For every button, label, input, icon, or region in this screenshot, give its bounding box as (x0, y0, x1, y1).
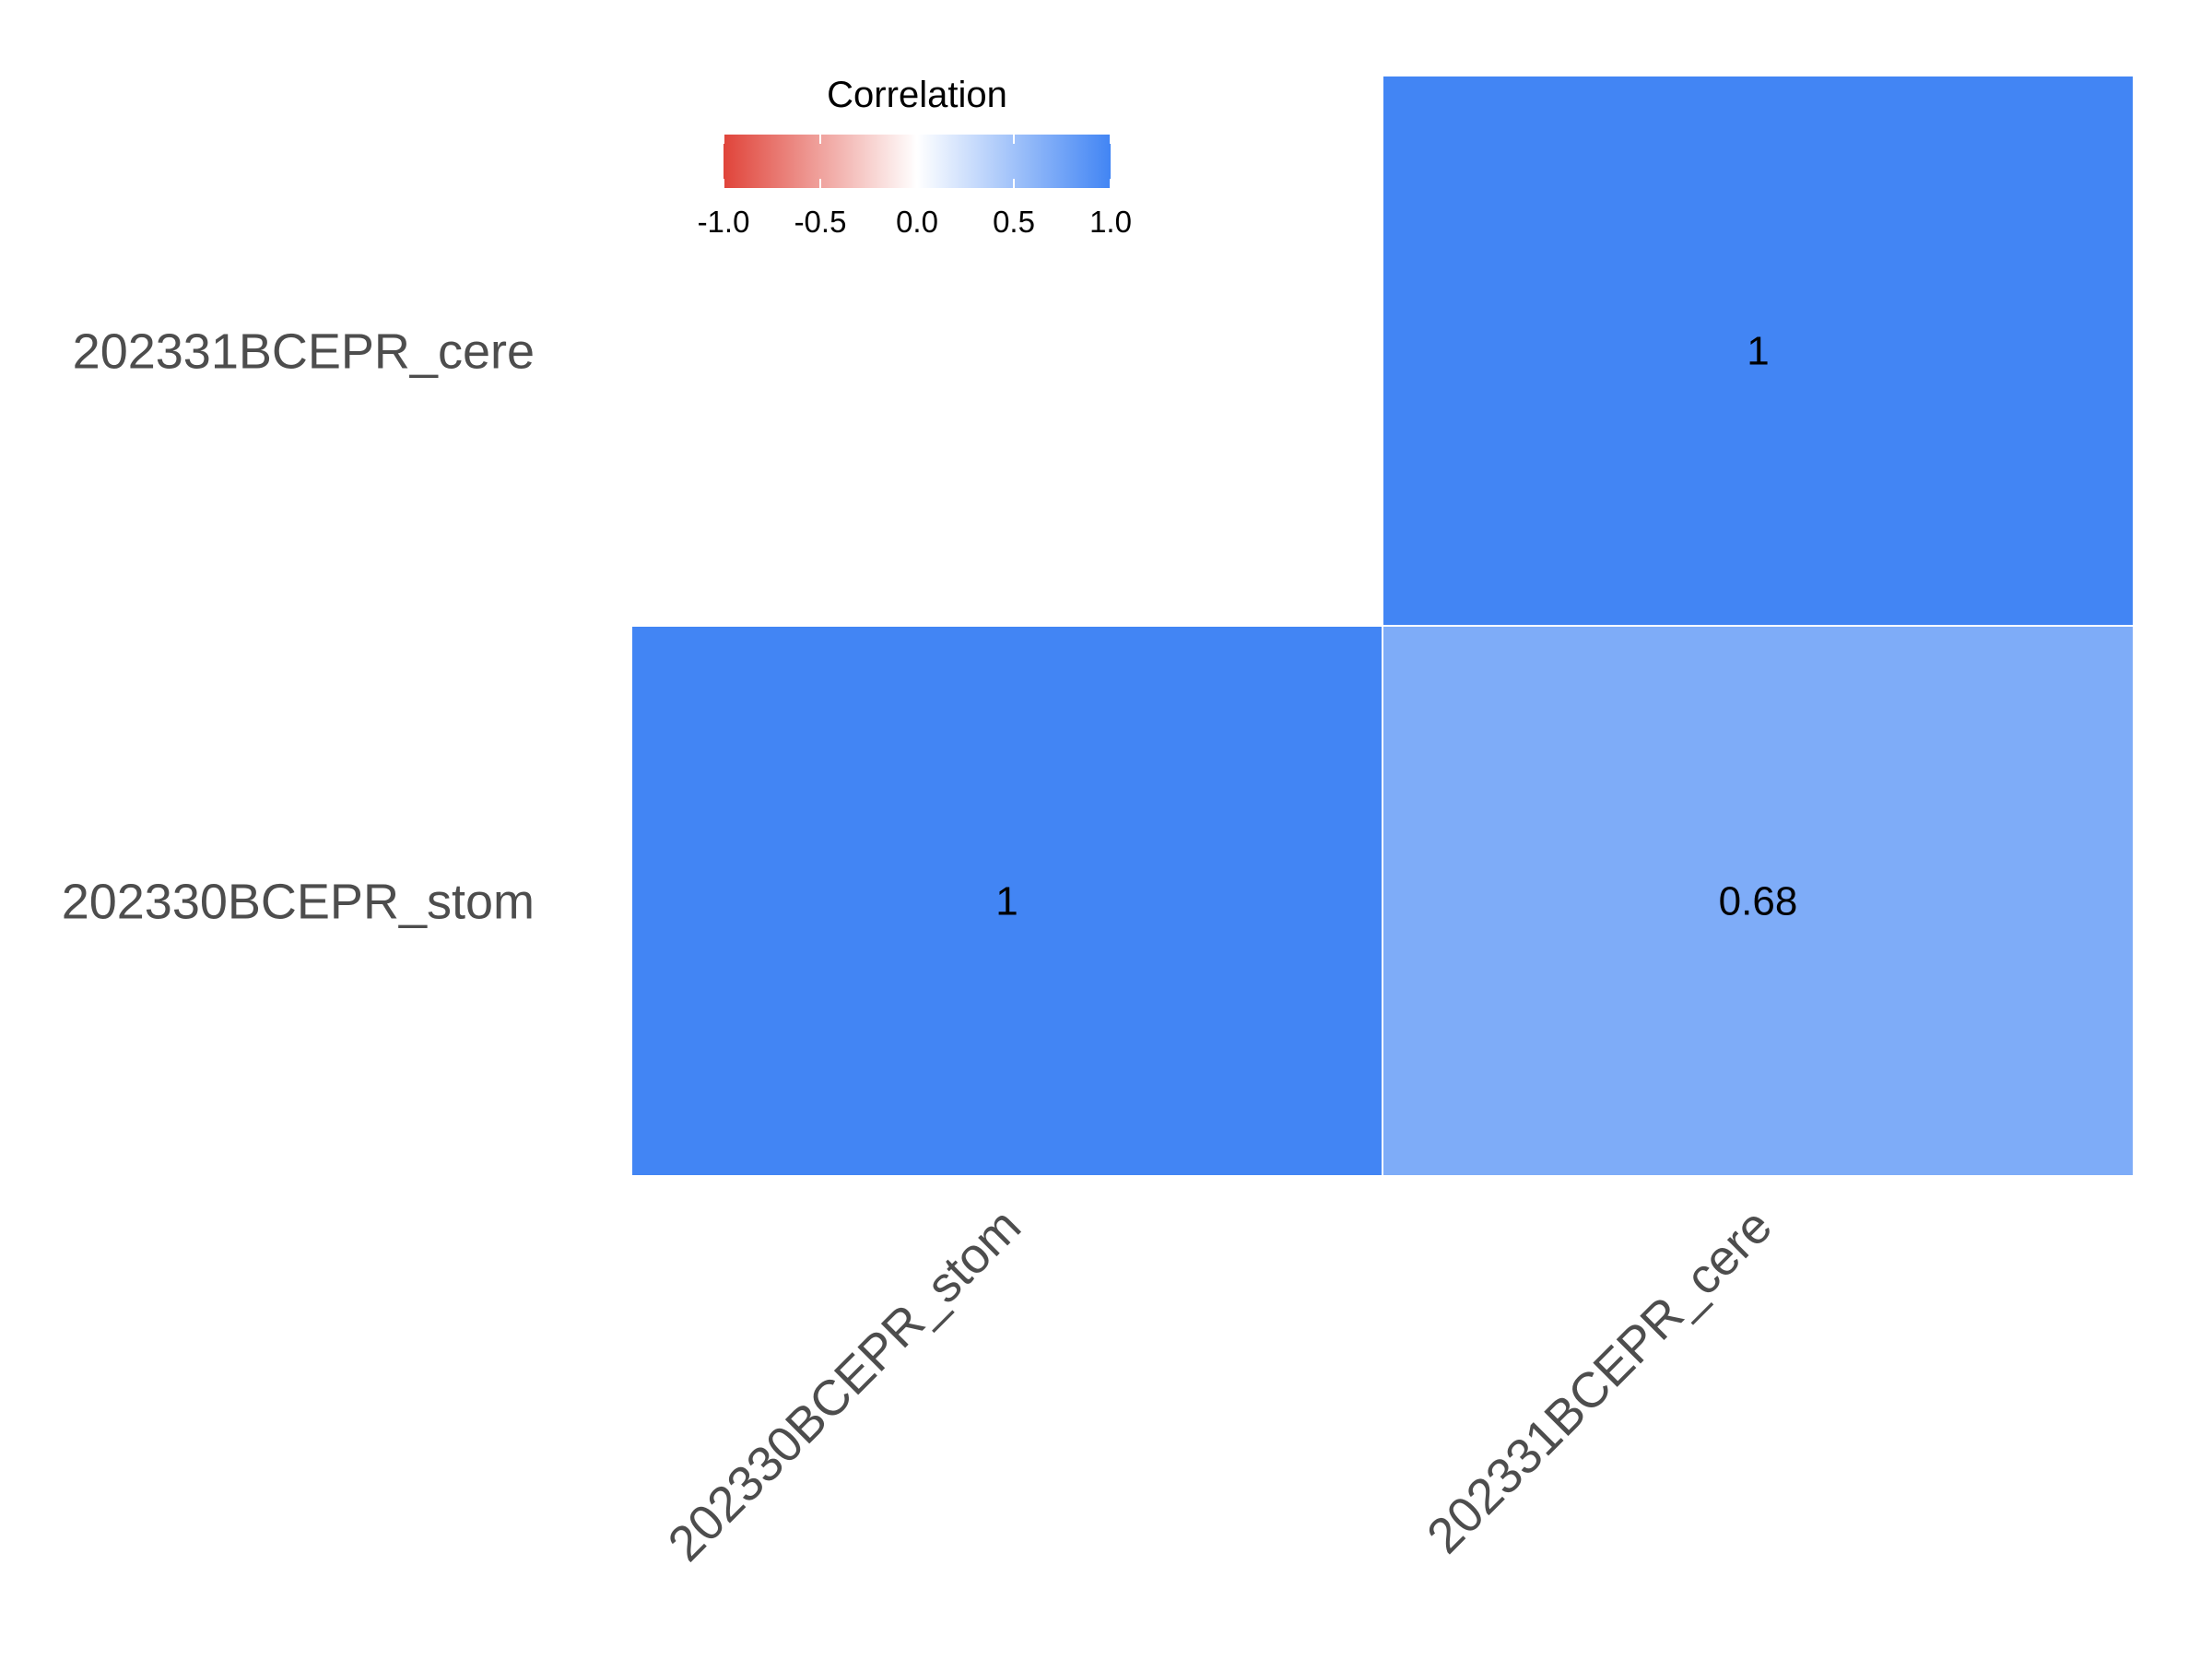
legend-title: Correlation (827, 75, 1007, 115)
legend-tick-label: -0.5 (794, 205, 847, 239)
heatmap-cell-label: 0.68 (1719, 879, 1798, 924)
legend-ticks: -1.0 -0.5 0.0 0.5 1.0 (698, 135, 1132, 239)
heatmap-cell-labels: 11 0.68 (995, 329, 1797, 924)
legend-tick-label: 0.5 (993, 205, 1035, 239)
color-legend: Correlation -1.0 -0.5 0.0 0.5 1.0 (698, 75, 1132, 239)
heatmap-cell (1382, 625, 2135, 1177)
heatmap-cell-label: 1 (1747, 329, 1769, 374)
y-axis-tick-labels: 202331BCEPR_cere 202330BCEPR_stom (62, 324, 535, 930)
heatmap-cell (630, 625, 1383, 1177)
y-axis-tick-label: 202331BCEPR_cere (73, 324, 535, 380)
legend-tick-label: -1.0 (698, 205, 750, 239)
legend-tick-label: 1.0 (1089, 205, 1132, 239)
x-axis-tick-label: 202330BCEPR_stom (658, 1198, 1031, 1571)
heatmap-cell (1382, 75, 2135, 627)
x-axis-tick-labels: 202330BCEPR_stom 202331BCEPR_cere (658, 1198, 1783, 1571)
x-axis-tick-label: 202331BCEPR_cere (1417, 1198, 1783, 1564)
legend-tick-label: 0.0 (896, 205, 938, 239)
heatmap-cell-label: 1 (995, 879, 1018, 924)
y-axis-tick-label: 202330BCEPR_stom (62, 875, 535, 930)
heatmap-cells (630, 75, 2135, 1177)
